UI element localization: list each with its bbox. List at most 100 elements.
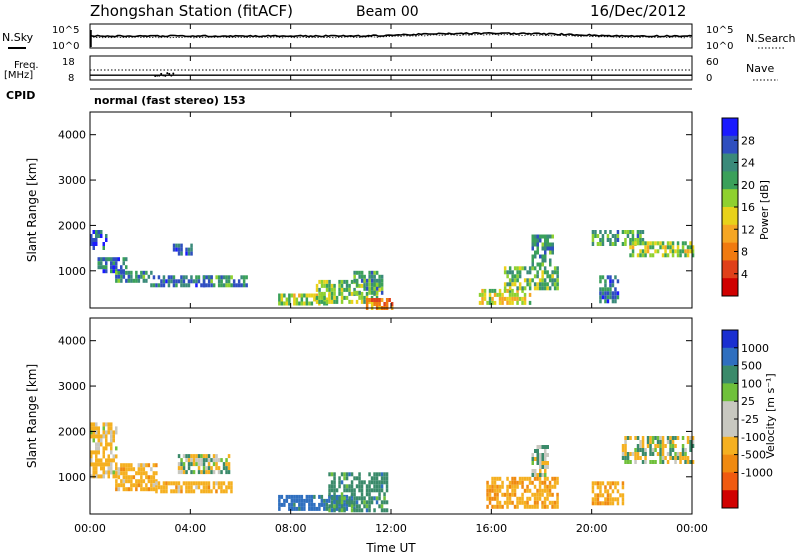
velocity-cell-6 (498, 488, 502, 493)
velocity-cell-7 (544, 469, 547, 473)
power-cell-7 (335, 299, 339, 304)
power-cell-7 (325, 299, 329, 304)
velocity-cell-5 (333, 472, 336, 477)
power-cell-12 (544, 242, 547, 247)
power-cell-11 (526, 282, 529, 287)
velocity-cell-0 (112, 430, 115, 435)
power-cell-5 (217, 283, 221, 288)
velocity-cell-6 (543, 480, 547, 485)
power-cell-8 (380, 278, 384, 283)
power-cell-5 (227, 275, 231, 280)
power-cell-14 (629, 253, 632, 258)
power-cell-10 (521, 300, 524, 305)
power-cell-13 (624, 242, 627, 246)
power-cell-0 (110, 261, 113, 266)
velocity-cell-5 (375, 496, 379, 501)
power-cell-11 (516, 274, 519, 279)
velocity-cell-1 (130, 483, 133, 488)
velocity-cell-6 (521, 496, 524, 501)
velocity-cell-6 (526, 488, 529, 493)
velocity-cell-8 (666, 436, 670, 440)
velocity-cell-5 (355, 484, 359, 489)
power-cell-8 (380, 282, 384, 287)
velocity-cell-5 (343, 496, 346, 501)
velocity-cell-8 (656, 440, 660, 444)
velocity-cell-6 (496, 488, 499, 493)
velocity-cell-2 (162, 485, 166, 490)
velocity-cell-4 (285, 498, 289, 503)
velocity-cell-3 (225, 462, 228, 467)
power-cell-0 (97, 257, 100, 262)
velocity-cell-9 (621, 481, 625, 486)
power-cell-4 (105, 238, 108, 242)
velocity-cell-8 (629, 436, 632, 440)
power-cell-2 (152, 283, 156, 288)
velocity-cell-0 (107, 458, 110, 463)
power-cell-0 (100, 265, 103, 270)
power-cell-12 (551, 234, 554, 239)
velocity-cell-4 (320, 498, 324, 503)
date-label: 16/Dec/2012 (590, 2, 686, 20)
velocity-cell-4 (303, 498, 306, 503)
velocity-cell-2 (167, 481, 171, 486)
power-cell-9 (378, 302, 381, 306)
velocity-cell-2 (162, 489, 166, 494)
power-cell-5 (237, 279, 241, 284)
power-colorbar-swatch (722, 171, 738, 190)
velocity-cell-5 (343, 476, 346, 481)
power-cell-7 (315, 299, 319, 304)
power-cell-10 (513, 296, 517, 301)
velocity-cell-1 (115, 471, 118, 476)
power-cell-11 (508, 286, 512, 291)
velocity-cell-0 (107, 466, 110, 471)
nave-label: Nave (746, 62, 774, 75)
velocity-colorbar-tick-label: 25 (741, 395, 755, 408)
velocity-cell-8 (631, 452, 635, 456)
power-cell-11 (533, 286, 537, 291)
power-cell-0 (115, 261, 118, 266)
power-cell-7 (328, 279, 331, 284)
velocity-cell-4 (313, 494, 316, 499)
power-cell-10 (516, 296, 519, 301)
velocity-cell-3 (207, 470, 211, 475)
velocity-cell-6 (486, 488, 489, 493)
velocity-cell-4 (293, 498, 296, 503)
velocity-cell-1 (140, 487, 143, 492)
velocity-cell-8 (654, 444, 657, 448)
velocity-cell-6 (543, 484, 547, 489)
velocity-cell-5 (373, 480, 376, 485)
velocity-cell-1 (140, 463, 143, 468)
power-cell-8 (355, 270, 359, 275)
velocity-cell-0 (90, 462, 93, 467)
velocity-cell-0 (95, 434, 98, 439)
power-cell-14 (676, 245, 680, 250)
power-cell-5 (210, 283, 213, 288)
x-axis-label: Time UT (365, 541, 416, 554)
freq-right-tick-top: 60 (706, 57, 719, 68)
velocity-cell-0 (110, 458, 113, 463)
power-cell-12 (531, 238, 534, 243)
velocity-cell-8 (659, 456, 662, 460)
velocity-cell-2 (160, 485, 163, 490)
velocity-cell-0 (102, 450, 105, 455)
velocity-cell-0 (92, 470, 95, 475)
velocity-cell-2 (217, 481, 221, 486)
x-tick-label: 00:00 (74, 522, 106, 535)
noise-sky-label: N.Sky (2, 31, 34, 44)
power-cell-7 (315, 295, 319, 300)
velocity-cell-2 (215, 481, 218, 486)
velocity-cell-1 (117, 467, 121, 472)
power-cell-10 (493, 288, 497, 293)
power-cell-0 (105, 261, 108, 266)
power-cell-8 (380, 290, 384, 295)
velocity-cell-2 (207, 489, 211, 494)
power-cell-12 (536, 234, 539, 239)
power-cell-11 (528, 278, 532, 283)
power-cell-0 (110, 257, 113, 262)
velocity-cell-5 (358, 480, 361, 485)
velocity-cell-3 (197, 466, 201, 471)
power-cell-14 (646, 245, 650, 250)
power-cell-14 (689, 241, 692, 246)
velocity-cell-8 (624, 448, 627, 452)
power-cell-7 (318, 295, 321, 300)
